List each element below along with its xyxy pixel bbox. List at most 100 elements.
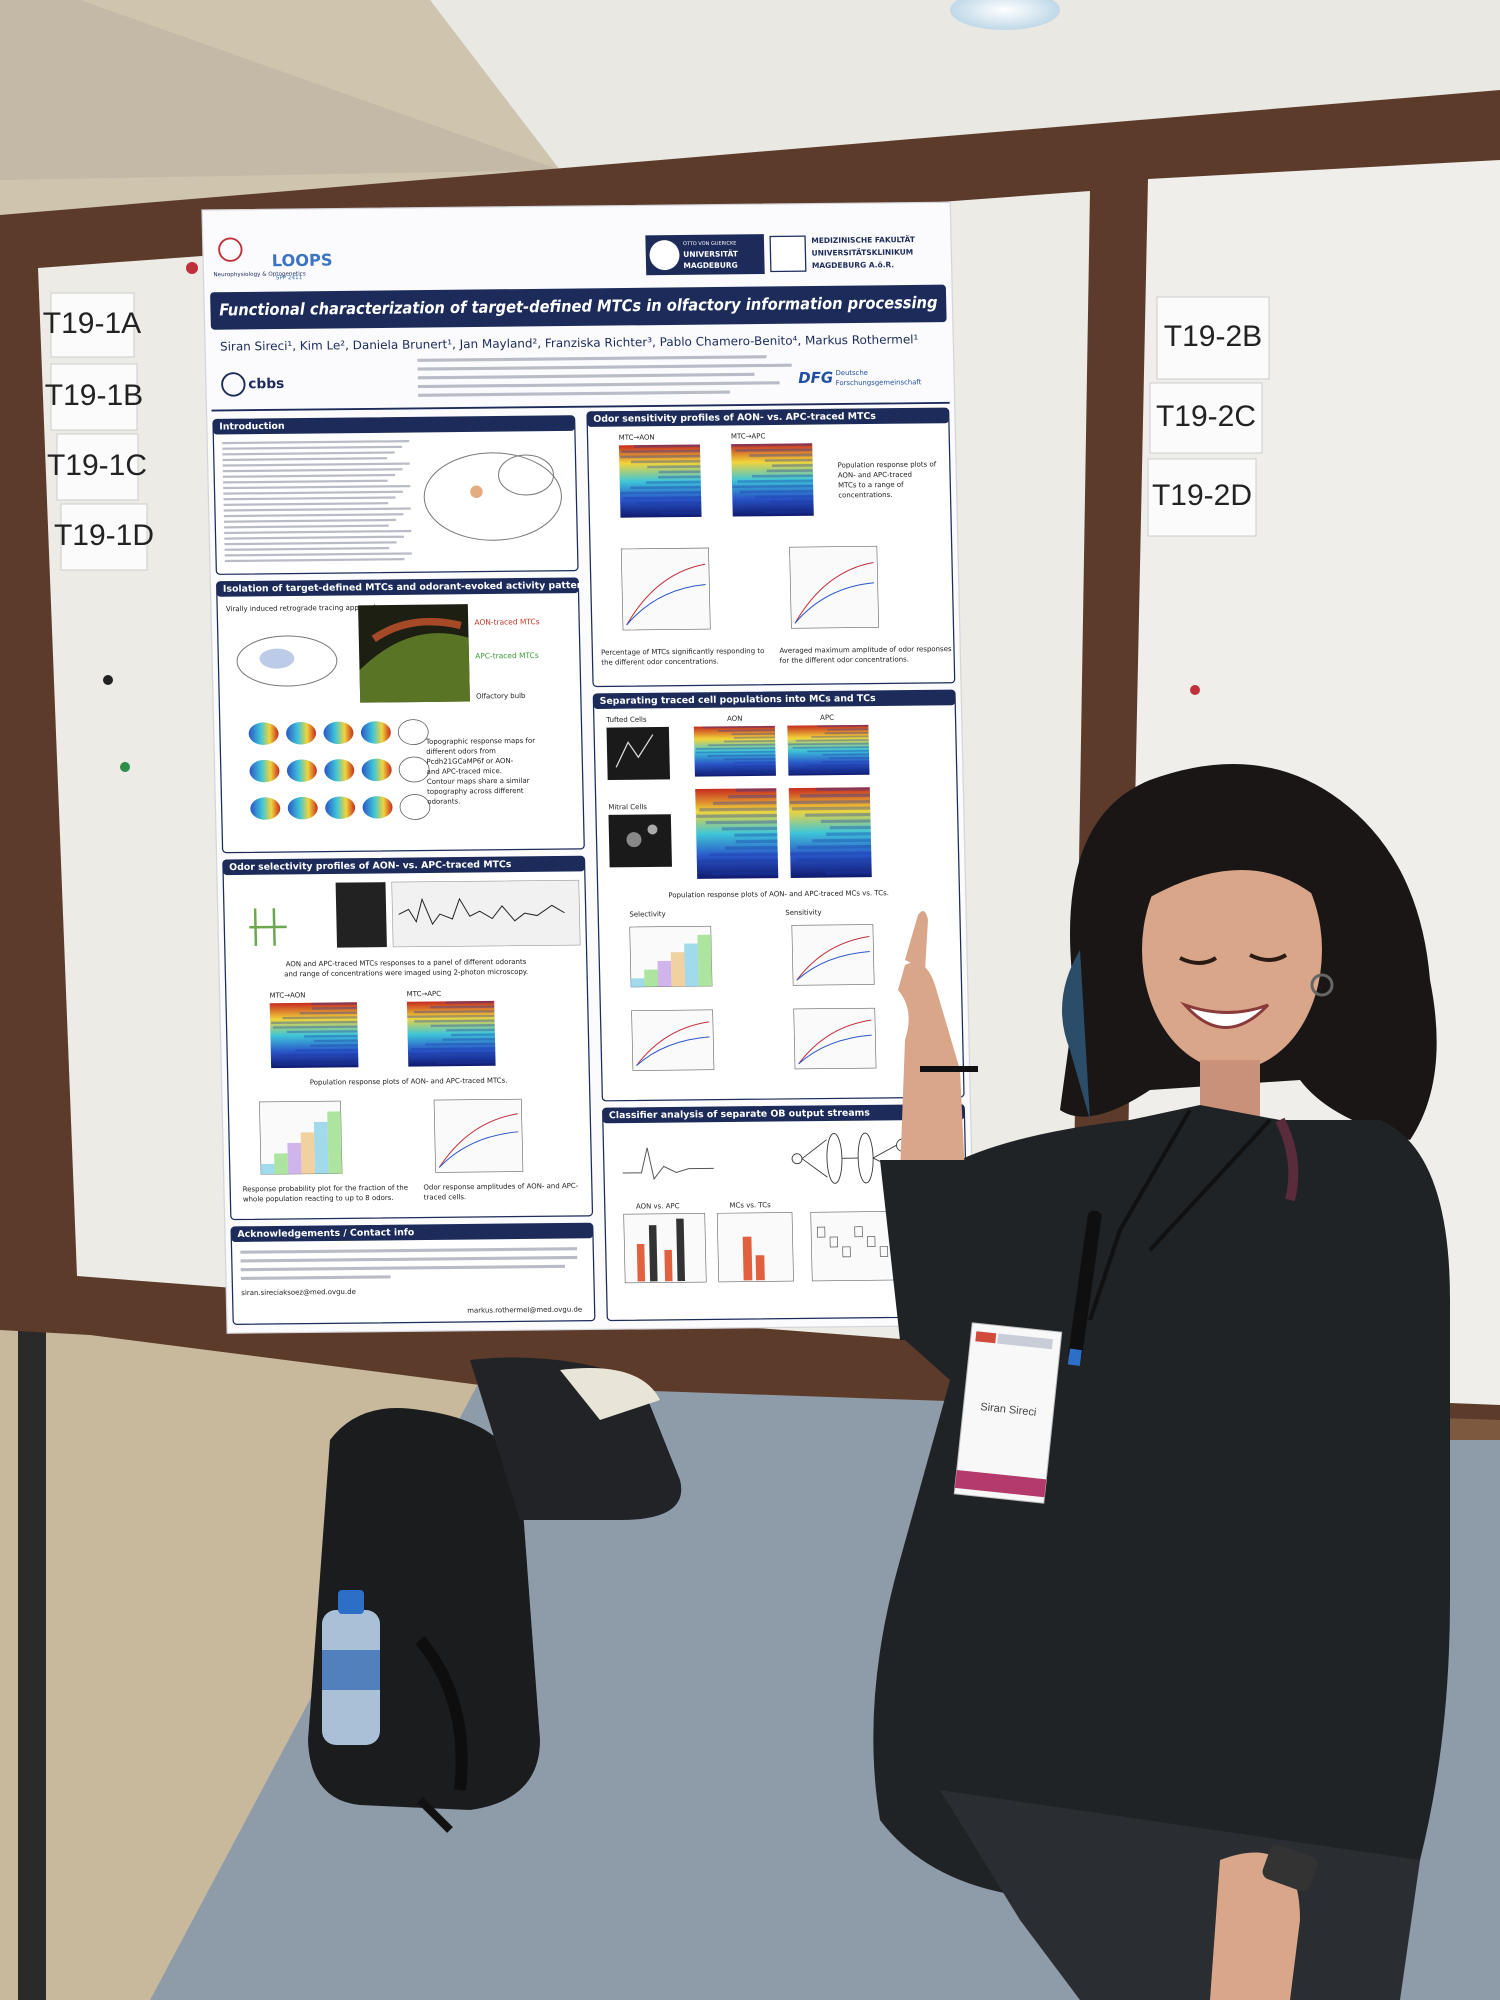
plot-bar — [649, 1225, 658, 1281]
plot-bar — [676, 1219, 685, 1281]
poster-session-photo: T19-1A T19-1B T19-1C T19-1D T19-2B T19-2… — [0, 0, 1500, 2000]
label: APC — [820, 714, 834, 722]
label: Selectivity — [629, 910, 666, 918]
logo-text: MAGDEBURG — [683, 261, 737, 271]
email: siran.sireciaksoez@med.ovgu.de — [241, 1288, 356, 1297]
presenter-part — [1068, 1349, 1082, 1367]
label: Sensitivity — [785, 909, 821, 917]
heatmap-row — [830, 826, 871, 830]
caption: the different odor concentrations. — [601, 657, 719, 666]
caption: Virally induced retrograde tracing appro… — [226, 604, 381, 614]
heatmap-row — [736, 840, 778, 844]
heatmap-row — [816, 787, 870, 791]
heatmap-row — [821, 819, 871, 823]
heatmap-row — [772, 464, 813, 467]
heatmap-row — [658, 476, 701, 479]
caption: topography across different — [427, 787, 524, 796]
label: MTC→APC — [731, 432, 766, 440]
section-isolation: Isolation of target-defined MTCs and odo… — [217, 578, 600, 853]
board-label: T19-2C — [1156, 400, 1256, 433]
caption: odorants. — [427, 797, 460, 805]
label: AON vs. APC — [636, 1202, 680, 1210]
heatmap-row — [812, 839, 871, 843]
section-selectivity: Odor selectivity profiles of AON- vs. AP… — [223, 856, 593, 1219]
heatmap-row — [722, 827, 777, 831]
backpack-part — [322, 1650, 380, 1690]
board-label: T19-2D — [1152, 479, 1252, 512]
caption: whole population reacting to up to 8 odo… — [243, 1194, 394, 1204]
scientific-poster: Neurophysiology & Optogenetics LOOPS SPP… — [202, 202, 975, 1333]
board-label: T19-1D — [54, 519, 154, 552]
logo-text: OTTO VON GUERICKE — [683, 241, 737, 248]
caption: Population response plots of — [838, 460, 937, 469]
caption: and APC-traced mice. — [427, 767, 503, 776]
heatmap-row — [314, 1039, 358, 1042]
plot-bar — [287, 1143, 301, 1174]
heatmap-row — [736, 788, 777, 792]
heatmap-row — [767, 469, 813, 472]
board-label: T19-2B — [1164, 320, 1262, 353]
plot-bar — [664, 1250, 672, 1281]
plot-bar — [697, 935, 712, 986]
heatmap-row — [811, 864, 871, 868]
label: Tufted Cells — [605, 716, 647, 724]
logo-text: UNIVERSITÄT — [683, 249, 739, 259]
label: MCs vs. TCs — [729, 1201, 771, 1209]
name-badge: Siran Sireci — [954, 1323, 1061, 1503]
heatmap-row — [725, 846, 778, 850]
plot-bar — [644, 970, 658, 987]
caption: AON- and APC-traced — [838, 471, 912, 480]
section-selectivity-part — [392, 880, 581, 947]
logo-text: UNIVERSITÄTSKLINIKUM — [812, 248, 914, 258]
heatmap-row — [805, 813, 870, 817]
heatmap-row — [653, 507, 702, 510]
label: APC-traced MTCs — [475, 651, 539, 661]
section-selectivity-part — [336, 882, 387, 947]
logo-text: Deutsche — [835, 369, 868, 377]
label: AON — [727, 715, 743, 723]
plot-bar — [631, 978, 645, 987]
section-heading: Introduction — [219, 421, 284, 433]
plot-frame — [790, 546, 879, 628]
poster-board-part — [186, 262, 198, 274]
label: Olfactory bulb — [476, 692, 526, 701]
logo-text: cbbs — [248, 376, 284, 392]
plot-frame — [434, 1099, 523, 1172]
heatmap-row — [769, 500, 813, 503]
plot-frame — [632, 1010, 714, 1071]
logo-text: Forschungsgemeinschaft — [836, 378, 922, 387]
heatmap-row — [659, 470, 701, 473]
heatmap-row — [734, 833, 777, 837]
heatmap-row — [311, 1002, 357, 1005]
label: MTC→AON — [269, 991, 305, 999]
poster-header-part — [770, 236, 806, 271]
heatmap-row — [826, 871, 872, 875]
plot-bar — [301, 1132, 315, 1174]
caption: MTCs to a range of — [838, 481, 904, 490]
logo-text: DFG — [798, 369, 833, 387]
caption: for the different odor concentrations. — [780, 656, 910, 665]
label: Mitral Cells — [608, 803, 647, 811]
plot-bar — [756, 1255, 765, 1280]
logo-text: MEDIZINISCHE FAKULTÄT — [811, 235, 916, 245]
section-acknowledgements: Acknowledgements / Contact info siran.si… — [231, 1223, 595, 1324]
heatmap-row — [661, 512, 702, 515]
presenter-part — [880, 1160, 1000, 1340]
plot-bar — [637, 1244, 645, 1282]
caption: Contour maps share a similar — [427, 777, 530, 786]
board-label: T19-1A — [43, 307, 141, 340]
heatmap-row — [451, 1033, 495, 1036]
plot-bar — [684, 943, 698, 986]
board-label: T19-1C — [47, 449, 147, 482]
board-label: T19-1B — [45, 379, 143, 412]
label: MTC→AON — [619, 433, 655, 441]
logo-text: SPP 2411 — [276, 275, 303, 281]
plot-bar — [743, 1237, 753, 1281]
plot-frame — [621, 548, 710, 630]
caption: concentrations. — [838, 491, 892, 500]
caption: Response probability plot for the fracti… — [243, 1184, 409, 1194]
heatmap-row — [765, 459, 813, 462]
caption: Percentage of MTCs significantly respond… — [601, 647, 764, 657]
section-introduction: Introduction — [213, 416, 578, 575]
plot-bar — [274, 1153, 288, 1174]
